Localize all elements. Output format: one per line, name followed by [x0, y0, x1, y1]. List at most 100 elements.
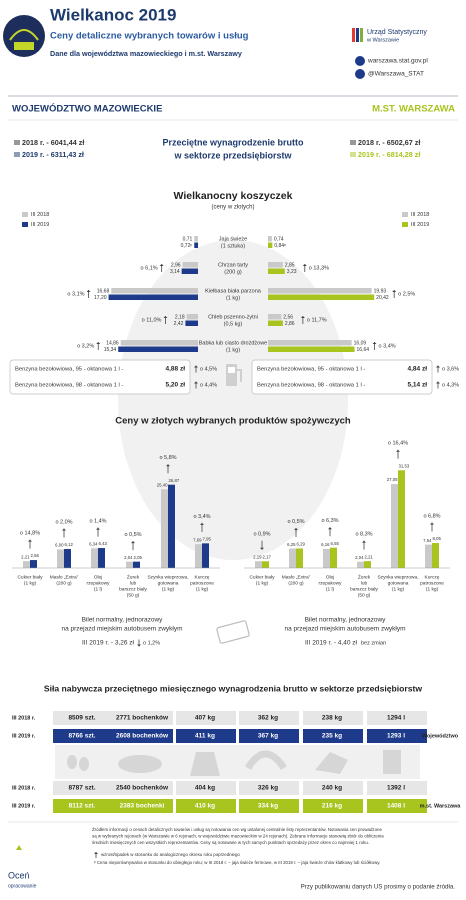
bar	[108, 294, 198, 300]
header-icon-basket	[14, 42, 34, 50]
table-cell-text: 334 kg	[258, 803, 278, 810]
table-cell-text: 8509 szt.	[68, 715, 95, 722]
table-cell	[303, 729, 363, 743]
bus-title: Bilet normalny, jednorazowy	[305, 617, 387, 624]
legend-label: III 2019	[31, 222, 49, 228]
bar	[120, 340, 198, 346]
bar	[255, 561, 262, 568]
bar	[98, 548, 105, 568]
item-unit: (1 kg)	[226, 347, 240, 353]
bar	[425, 544, 432, 568]
value-label: 26,87	[169, 478, 180, 483]
category-label: Szynka wieprzowa,	[377, 574, 418, 580]
item-name: Chleb pszenno-żytni	[208, 314, 258, 320]
change-label: o 1,2%	[143, 640, 160, 646]
table-cell	[239, 729, 299, 743]
change-label: o 4,5%	[200, 366, 217, 372]
table-cell-text: 367 kg	[258, 733, 278, 740]
bar	[289, 548, 296, 568]
value-label: 14,86	[106, 340, 119, 346]
subtitle: Ceny detaliczne wybranych towarów i usłu…	[50, 31, 249, 42]
change-label: o 5,8%	[159, 455, 176, 461]
fuel-icon	[226, 364, 242, 386]
footnote: wzrost/spadek w stosunku do analogiczneg…	[101, 852, 240, 857]
source-note: są w wybranych rejonach (w Warszawie w 6…	[92, 834, 384, 839]
category-label: barszcz biały	[119, 586, 147, 592]
description: Dane dla województwa mazowieckiego i m.s…	[50, 49, 242, 58]
table-cell	[367, 711, 427, 725]
trend-arrow-head	[94, 852, 98, 854]
category-label: (1 kg)	[256, 580, 269, 586]
value-label: 0,72ᵖ	[181, 243, 193, 249]
change-label: o 0,5%	[124, 532, 141, 538]
source-note: średnich miesięcznych cen wszystkich rep…	[92, 840, 369, 845]
fuel-price: 4,84 zł	[407, 366, 427, 373]
value-label: 16,68	[97, 288, 110, 294]
table-cell	[176, 799, 236, 813]
header-icon-wreath	[9, 29, 39, 41]
wage: III 2019 r. - 6814,28 zł	[350, 150, 420, 159]
table-cell-text: 326 kg	[258, 785, 278, 792]
table-cell	[113, 781, 173, 795]
bar	[182, 262, 198, 268]
group-label: m.st. Warszawa	[420, 803, 462, 809]
trend-arrow-head	[62, 528, 66, 531]
value-label: 2,19	[253, 554, 262, 559]
table-cell-text: 2540 bochenków	[116, 785, 169, 792]
trend-arrow-head	[96, 527, 100, 530]
category-label: Szynka wieprzowa,	[147, 574, 188, 580]
table-cell	[113, 729, 173, 743]
bus-price: III 2019 r. - 3,26 zł	[82, 640, 135, 647]
trend-arrow-head	[260, 547, 264, 550]
row-period: III 2019 r.	[12, 733, 36, 739]
category-label: Cukier biały	[17, 574, 43, 580]
trend-arrow-head	[194, 365, 198, 368]
bar	[202, 543, 209, 568]
category-label: gotowana	[158, 580, 179, 586]
bar	[268, 340, 352, 346]
change-label: o 8,3%	[355, 532, 372, 538]
bar	[296, 548, 303, 568]
bar	[30, 560, 37, 568]
category-label: (1 kg)	[392, 586, 405, 592]
category-label: barszcz biały	[350, 586, 378, 592]
rate-label: opracowanie	[8, 883, 37, 889]
logo	[352, 28, 365, 79]
table-cell	[53, 711, 113, 725]
legend-swatch	[402, 212, 408, 217]
bar	[268, 294, 375, 300]
bar	[268, 346, 355, 352]
table-cell-text: 2771 bochenków	[116, 715, 169, 722]
change-label: o 3,6%	[442, 366, 459, 372]
chart-subtitle: (ceny w złotych)	[211, 205, 254, 211]
value-label: 2,86	[285, 321, 295, 327]
table-cell	[239, 799, 299, 813]
change-label: o 6,3%	[321, 518, 338, 524]
value-label: 2,05	[134, 555, 143, 560]
change-label: o 2,0%	[55, 519, 72, 525]
source-note: Źródłem informacji o cenach detalicznych…	[92, 827, 382, 832]
change-label: o 0,9%	[253, 532, 270, 538]
value-label: 17,20	[94, 295, 107, 301]
trend-arrow-head	[96, 342, 101, 344]
row-period: III 2018 r.	[12, 785, 36, 791]
fuel-label: Benzyna bezołowiowa, 95 - oktanowa 1 l -	[15, 367, 123, 373]
value-label: 6,16	[321, 542, 330, 547]
table-cell-text: 2383 bochenki	[120, 803, 165, 810]
office-name: w Warszawie	[366, 37, 399, 43]
table-cell-text: 1408 l	[387, 803, 405, 810]
category-label: patroszone	[190, 580, 214, 586]
value-label: 6,55	[331, 541, 340, 546]
table-cell-text: 8787 szt.	[68, 785, 95, 792]
trend-arrow-head	[300, 316, 305, 318]
category-label: (1 kg)	[196, 586, 209, 592]
table-cell-text: 410 kg	[195, 803, 215, 810]
change-label: o 6,8%	[423, 513, 440, 519]
item-unit: (1 kg)	[226, 295, 240, 301]
table-cell-text: 238 kg	[322, 715, 342, 722]
footnote: ᵖ Cena nieporównywalna w stosunku do ubi…	[94, 860, 380, 865]
fuel-label: Benzyna bezołowiowa, 98 - oktanowa 1 l -	[15, 383, 123, 389]
table-cell	[367, 729, 427, 743]
trend-arrow-head	[396, 449, 400, 452]
category-label: Olej	[94, 574, 103, 580]
